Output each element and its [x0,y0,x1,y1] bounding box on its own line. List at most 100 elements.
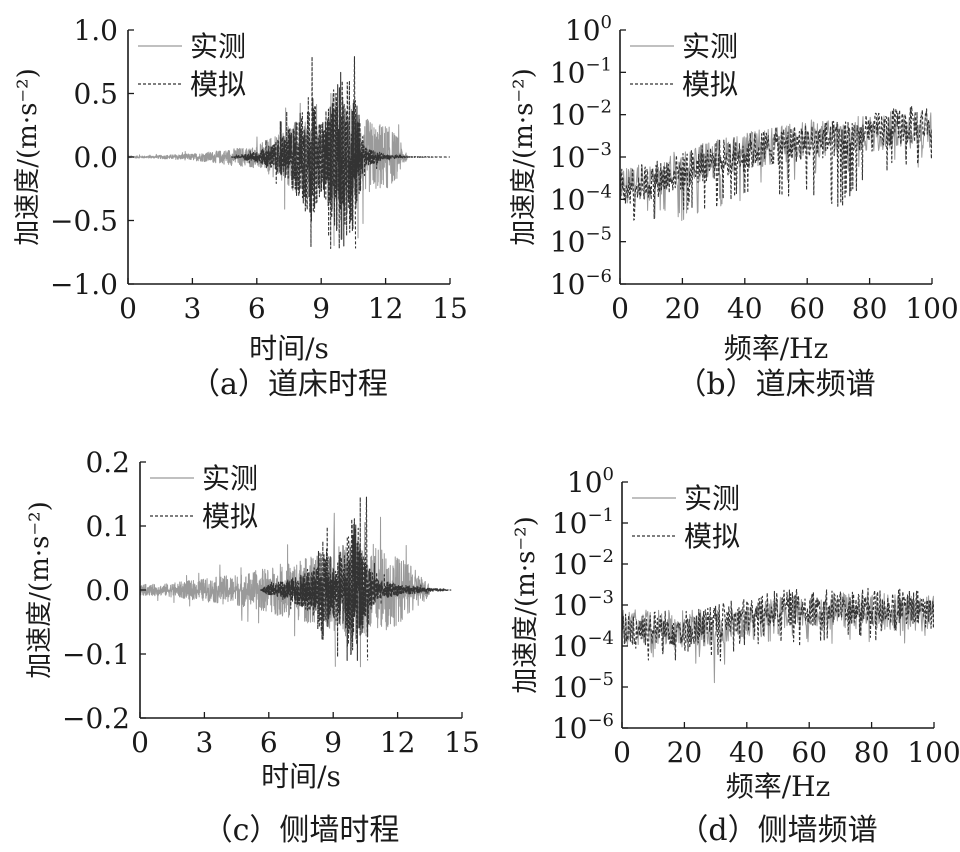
series-line-simulated [620,105,932,221]
x-tick-label: 9 [324,726,342,759]
y-tick-label: 100 [565,12,612,47]
y-tick-label: −1.0 [50,268,118,301]
x-tick-label: 40 [727,292,763,325]
y-tick-exponent: −6 [585,266,612,287]
x-tick-label: 12 [380,726,416,759]
panel-caption: （d）侧墙频谱 [678,813,877,848]
y-tick-exponent: −3 [587,587,614,608]
x-axis-label: 频率/Hz [724,332,829,365]
y-tick-exponent: −5 [585,224,612,245]
legend-label: 实测 [202,462,258,495]
x-tick-label: 20 [667,736,703,769]
y-tick-exponent: −3 [585,139,612,160]
y-tick-exponent: −4 [587,628,614,649]
x-tick-label: 80 [852,292,888,325]
y-tick-label: −0.1 [62,638,130,671]
y-tick-label: 10−3 [550,139,612,174]
y-tick-label: −0.2 [62,702,130,735]
y-tick-label: 10−5 [552,669,614,704]
series-line-simulated [259,496,452,661]
y-tick-exponent: −6 [587,710,614,731]
x-axis-label: 频率/Hz [726,770,831,803]
chart-panel-a: 0 3 6 9 12 15 −1.0 −0.5 0.0 0.5 1.0 时间/s（a）道床时程 加速度/… [13,14,468,402]
y-tick-label: 10−6 [552,710,614,745]
x-tick-label: 20 [665,292,701,325]
y-axis-label: 加速度/(m·s⁻²) [13,68,43,245]
y-tick-exponent: −4 [585,181,612,202]
x-tick-label: 6 [260,726,278,759]
y-tick-exponent: 0 [601,12,612,33]
chart-panel-c: 0 3 6 9 12 15 −0.2 −0.1 0.0 0.1 0.2 时间/s （c）侧墙时程 加速度/… [25,446,480,848]
x-tick-label: 15 [444,726,480,759]
x-tick-label: 0 [119,292,137,325]
plot-area [140,496,452,668]
series-line-measured [140,512,431,668]
y-tick-label: 0.1 [85,510,130,543]
y-tick-label: 10−2 [550,97,612,132]
y-tick-label: 10−4 [550,181,612,216]
x-tick-label: 0 [613,736,631,769]
y-tick-label: 0.5 [73,78,118,111]
y-tick-label: 10−5 [550,224,612,259]
x-axis-label: 时间/s [249,332,329,365]
chart-panel-b: 0 20 40 60 80 100 100 10−1 10−2 10−3 10−4 10−5 10−6 频… [509,12,959,402]
y-tick-exponent: −2 [585,97,612,118]
y-tick-label: 100 [567,464,614,499]
x-tick-label: 0 [131,726,149,759]
panel-caption: （b）道床频谱 [676,367,875,402]
panel-caption: （a）道床时程 [190,367,388,402]
y-tick-label: 10−1 [552,505,614,540]
legend-label: 模拟 [682,68,738,101]
y-tick-label: 1.0 [73,14,118,47]
y-tick-label: 0.0 [85,574,130,607]
y-tick-label: −0.5 [50,205,118,238]
x-tick-label: 12 [368,292,404,325]
y-tick-label: 10−6 [550,266,612,301]
x-tick-label: 60 [789,292,825,325]
legend-label: 实测 [684,482,740,515]
x-tick-label: 3 [183,292,201,325]
x-tick-label: 3 [195,726,213,759]
series-line-simulated [622,587,934,662]
legend-label: 模拟 [190,68,246,101]
x-tick-label: 80 [854,736,890,769]
y-tick-label: 10−1 [550,54,612,89]
x-tick-label: 0 [611,292,629,325]
y-tick-label: 10−3 [552,587,614,622]
y-tick-label: 10−2 [552,546,614,581]
legend-label: 实测 [190,30,246,63]
x-tick-label: 100 [905,292,958,325]
legend-label: 模拟 [684,520,740,553]
plot-area [622,587,934,684]
chart-panel-d: 0 20 40 60 80 100 100 10−1 10−2 10−3 10−4 10−5 10−6 频… [511,464,960,848]
y-tick-label: 10−4 [552,628,614,663]
x-tick-label: 40 [729,736,765,769]
plot-area [128,56,450,249]
x-tick-label: 6 [248,292,266,325]
legend-label: 模拟 [202,500,258,533]
series-line-simulated [230,56,450,249]
y-axis-label: 加速度/(m·s⁻²) [25,501,55,678]
y-tick-exponent: −5 [587,669,614,690]
y-tick-exponent: −1 [585,54,612,75]
y-tick-label: 0.2 [85,446,130,479]
x-tick-label: 9 [312,292,330,325]
legend-label: 实测 [682,30,738,63]
y-tick-exponent: 0 [603,464,614,485]
y-axis-label: 加速度/(m·s⁻²) [509,68,539,245]
x-axis-label: 时间/s [261,760,341,793]
y-tick-exponent: −1 [587,505,614,526]
y-axis-label: 加速度/(m·s⁻²) [511,516,541,693]
x-tick-label: 60 [791,736,827,769]
y-tick-exponent: −2 [587,546,614,567]
x-tick-label: 15 [432,292,468,325]
x-tick-label: 100 [907,736,960,769]
y-tick-label: 0.0 [73,141,118,174]
panel-caption: （c）侧墙时程 [203,813,400,848]
plot-area [620,105,932,222]
